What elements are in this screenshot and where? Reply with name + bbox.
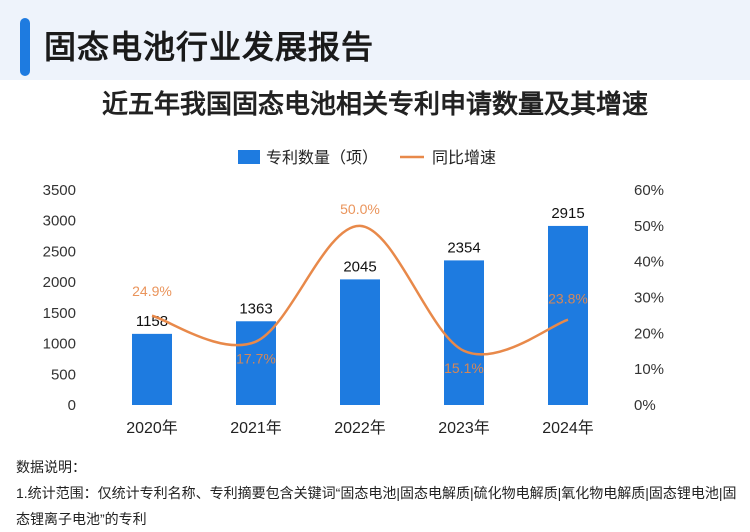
y-left-tick-label: 1000	[43, 336, 76, 353]
y-left-tick-label: 2000	[43, 274, 76, 291]
notes-heading: 数据说明：	[16, 459, 86, 475]
report-title: 固态电池行业发展报告	[44, 29, 375, 65]
x-tick-label: 2022年	[334, 419, 386, 437]
legend-bar-swatch	[238, 150, 260, 164]
x-tick-label: 2023年	[438, 419, 490, 437]
bar-2024年	[548, 225, 588, 405]
y-right-tick-label: 50%	[634, 218, 664, 235]
bar-2020年	[132, 333, 172, 405]
chart-title: 近五年我国固态电池相关专利申请数量及其增速	[101, 89, 648, 119]
bar-value-label: 1158	[136, 313, 168, 330]
x-tick-label: 2024年	[542, 419, 594, 437]
data-notes: 数据说明： 1.统计范围：仅统计专利名称、专利摘要包含关键词“固态电池|固态电解…	[16, 454, 740, 532]
y-left-tick-label: 3000	[43, 213, 76, 230]
y-right-tick-label: 30%	[634, 290, 664, 307]
bar-value-label: 1363	[239, 300, 272, 317]
x-tick-label: 2020年	[126, 419, 178, 437]
y-right-tick-label: 60%	[634, 182, 664, 199]
y-left-tick-label: 1500	[43, 305, 76, 322]
y-right-tick-label: 0%	[634, 397, 656, 414]
notes-line-1: 1.统计范围：仅统计专利名称、专利摘要包含关键词“固态电池|固态电解质|硫化物电…	[16, 485, 737, 527]
growth-value-label: 15.1%	[444, 360, 484, 376]
x-tick-label: 2021年	[230, 419, 282, 437]
growth-value-label: 17.7%	[236, 351, 276, 367]
y-right-tick-label: 40%	[634, 254, 664, 271]
y-left-tick-label: 3500	[43, 182, 76, 199]
bar-2021年	[236, 321, 276, 405]
legend-bar-label: 专利数量（项）	[266, 149, 378, 167]
header-banner: 固态电池行业发展报告	[0, 0, 750, 80]
growth-line	[151, 224, 569, 356]
bar-2023年	[444, 260, 484, 405]
y-left-tick-label: 0	[68, 397, 76, 414]
growth-value-label: 24.9%	[132, 283, 172, 299]
bar-2022年	[340, 279, 380, 405]
y-right-tick-label: 20%	[634, 325, 664, 342]
bar-value-label: 2915	[551, 205, 584, 222]
bar-value-label: 2354	[447, 239, 480, 256]
growth-value-label: 23.8%	[548, 291, 588, 307]
y-right-tick-label: 10%	[634, 361, 664, 378]
bar-value-label: 2045	[343, 258, 376, 275]
y-left-tick-label: 500	[51, 366, 76, 383]
y-left-tick-label: 2500	[43, 243, 76, 260]
combo-chart: 专利数量（项） 同比增速 0 500 1000 1500 2000 2500 3000 3500 0…	[43, 149, 664, 437]
title-accent-bar	[20, 18, 30, 76]
growth-value-label: 50.0%	[340, 201, 380, 217]
legend-line-label: 同比增速	[432, 149, 496, 167]
